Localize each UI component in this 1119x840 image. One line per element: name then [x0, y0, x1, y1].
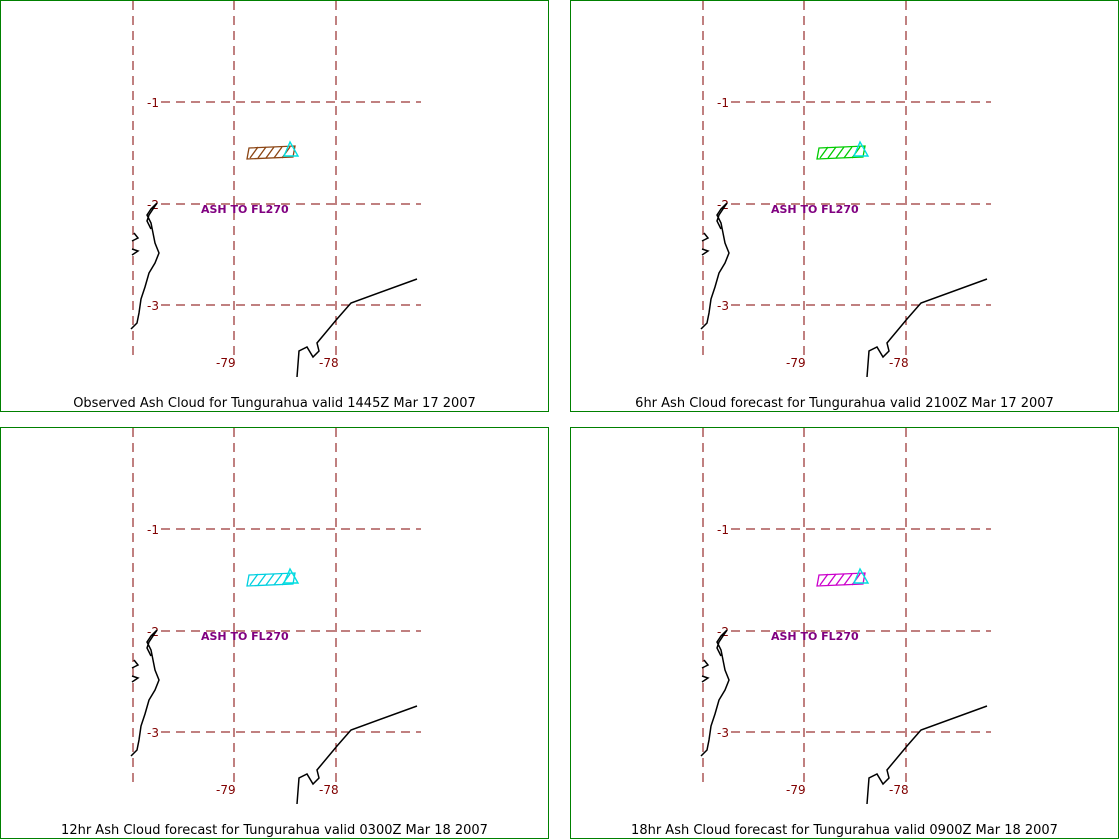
ash-hatch [819, 146, 829, 159]
longitude-label: -79 [786, 783, 806, 797]
latitude-label: -1 [147, 523, 159, 537]
coastline-west [700, 202, 730, 330]
longitude-label: -79 [216, 783, 236, 797]
longitude-label: -79 [786, 356, 806, 370]
map-canvas: -1 -2 -3 -79 -78 ASH TO FL270 [130, 428, 421, 805]
ash-hatch [265, 573, 275, 586]
latitude-label: -2 [717, 198, 729, 212]
panel-caption: 12hr Ash Cloud forecast for Tungurahua v… [61, 823, 488, 838]
latitude-label: -3 [717, 299, 729, 313]
ash-outline [816, 572, 866, 587]
latitude-label: -2 [147, 625, 159, 639]
longitude-label: -78 [889, 783, 909, 797]
volcano-icon [282, 140, 300, 157]
ash-hatch [827, 146, 837, 159]
coastline-east [866, 705, 988, 805]
coastline-detail [131, 232, 140, 256]
map-panel-18hr: -1 -2 -3 -79 -78 ASH TO FL270 18hr Ash Cloud … [570, 427, 1119, 839]
ash-hatch [257, 146, 267, 159]
coastline-detail [701, 659, 710, 683]
coastline-west [130, 629, 160, 757]
map-panel-6hr: -1 -2 -3 -79 -78 ASH TO FL270 6hr Ash Cloud f… [570, 0, 1119, 412]
ash-annotation: ASH TO FL270 [201, 203, 289, 216]
coastline-detail [701, 232, 710, 256]
ash-hatch [249, 573, 259, 586]
latitude-label: -2 [147, 198, 159, 212]
ash-hatch [273, 573, 283, 586]
latitude-label: -1 [717, 523, 729, 537]
ash-hatch [835, 573, 845, 586]
longitude-label: -79 [216, 356, 236, 370]
latitude-label: -3 [717, 726, 729, 740]
ash-annotation: ASH TO FL270 [201, 630, 289, 643]
volcano-icon [852, 140, 870, 157]
ash-outline [246, 145, 296, 160]
ash-hatch [249, 146, 259, 159]
map-panel-12hr: -1 -2 -3 -79 -78 ASH TO FL270 12hr Ash Cloud … [0, 427, 549, 839]
coastline-detail [131, 659, 140, 683]
ash-outline [816, 145, 866, 160]
ash-hatch [835, 146, 845, 159]
latitude-label: -1 [147, 96, 159, 110]
coastline-west [130, 202, 160, 330]
ash-annotation: ASH TO FL270 [771, 630, 859, 643]
coastline-west [700, 629, 730, 757]
coastline-east [866, 278, 988, 378]
latitude-label: -3 [147, 726, 159, 740]
ash-hatch [843, 573, 853, 586]
longitude-label: -78 [319, 356, 339, 370]
longitude-label: -78 [889, 356, 909, 370]
ash-hatch [273, 146, 283, 159]
coastline-east [296, 278, 418, 378]
ash-outline [246, 572, 296, 587]
ash-hatch [265, 146, 275, 159]
latitude-label: -1 [717, 96, 729, 110]
map-canvas: -1 -2 -3 -79 -78 ASH TO FL270 [700, 428, 991, 805]
volcano-icon [852, 567, 870, 584]
coastline-east [296, 705, 418, 805]
ash-hatch [819, 573, 829, 586]
latitude-label: -3 [147, 299, 159, 313]
longitude-label: -78 [319, 783, 339, 797]
map-canvas: -1 -2 -3 -79 -78 ASH TO FL270 [700, 1, 991, 378]
ash-hatch [257, 573, 267, 586]
map-panel-observed: -1 -2 -3 -79 -78 ASH TO FL270 Observed Ash Cl… [0, 0, 549, 412]
volcano-icon [282, 567, 300, 584]
panel-caption: 6hr Ash Cloud forecast for Tungurahua va… [635, 396, 1054, 411]
ash-hatch [843, 146, 853, 159]
ash-annotation: ASH TO FL270 [771, 203, 859, 216]
panel-caption: Observed Ash Cloud for Tungurahua valid … [73, 396, 476, 411]
map-canvas: -1 -2 -3 -79 -78 ASH TO FL270 [130, 1, 421, 378]
ash-hatch [827, 573, 837, 586]
panel-caption: 18hr Ash Cloud forecast for Tungurahua v… [631, 823, 1058, 838]
latitude-label: -2 [717, 625, 729, 639]
